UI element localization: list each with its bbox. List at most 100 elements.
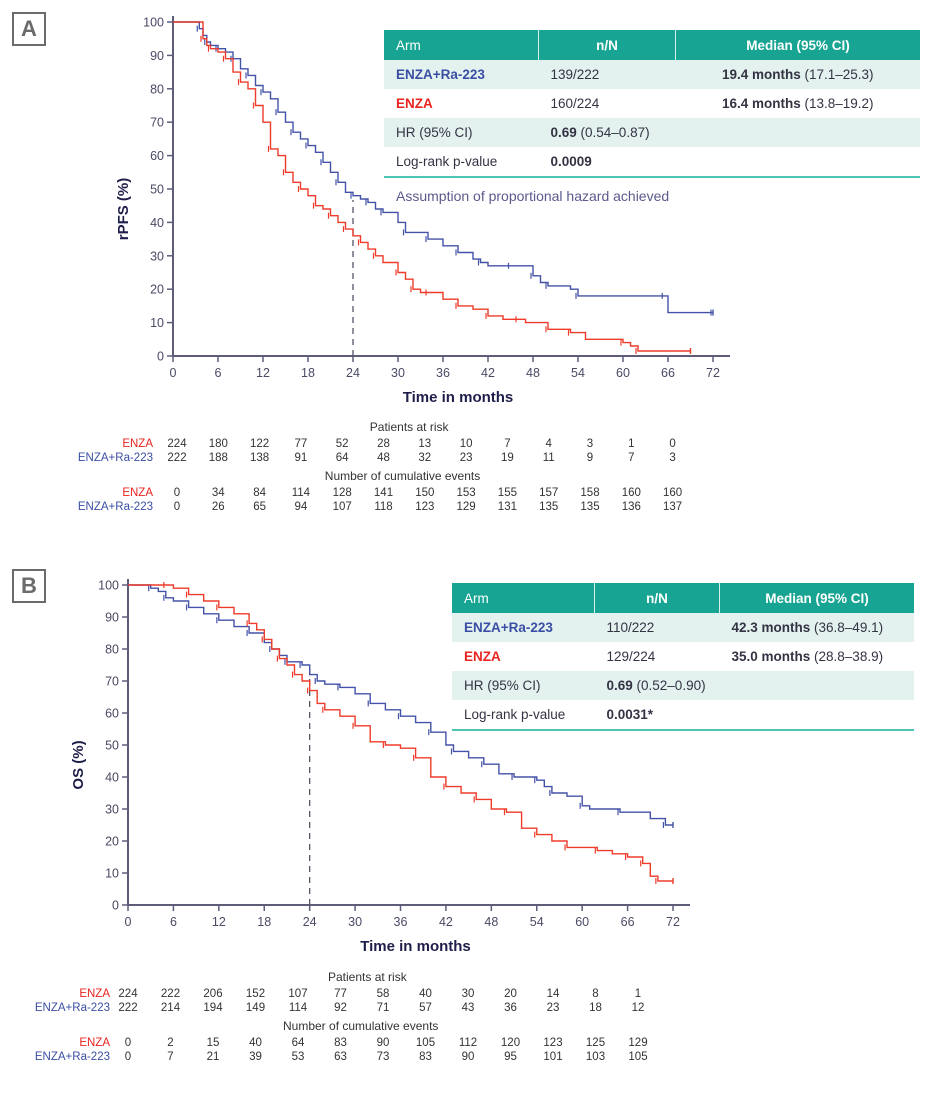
cumulative-events-value: 150 (415, 487, 435, 499)
at-risk-value: 57 (419, 1002, 432, 1014)
cumulative-events-value: 7 (167, 1051, 174, 1063)
median-value: 35.0 months (731, 649, 811, 664)
cumulative-events-value: 83 (334, 1037, 347, 1049)
x-tick-label: 72 (706, 366, 720, 380)
at-risk-value: 8 (592, 988, 599, 1000)
stats-row-pvalue: Log-rank p-value 0.0031* (452, 700, 914, 731)
hr-value: 0.69 (606, 678, 633, 693)
stats-row-enza-ra223: ENZA+Ra-223 110/222 42.3 months (36.8–49… (452, 613, 914, 642)
hr-value: 0.69 (550, 125, 577, 140)
x-tick-label: 30 (391, 366, 405, 380)
cumulative-events-value: 21 (206, 1051, 220, 1063)
y-tick-label: 60 (105, 707, 119, 721)
cumulative-events-value: 136 (621, 501, 641, 513)
y-tick-label: 40 (105, 771, 119, 785)
cumulative-events-value: 118 (374, 501, 393, 513)
panel-a: A 0 6 12 18 24 30 36 42 48 54 60 66 72 0 10 20 30 40 50 60 7… (0, 0, 940, 545)
at-risk-value: 152 (245, 988, 266, 1000)
x-tick-label: 60 (616, 366, 630, 380)
at-risk-value: 77 (334, 988, 347, 1000)
at-risk-value: 30 (461, 988, 475, 1000)
at-risk-value: 3 (586, 438, 594, 450)
at-risk-value: 77 (294, 438, 308, 450)
header-nN: n/N (538, 30, 676, 60)
km-curve-enza (173, 21, 691, 352)
stats-row-hr: HR (95% CI) 0.69 (0.54–0.87) (384, 118, 920, 147)
at-risk-value: 222 (160, 988, 181, 1000)
cumulative-events-value: 135 (539, 501, 559, 513)
x-tick-label: 48 (526, 366, 540, 380)
y-tick-label: 0 (157, 350, 164, 364)
x-tick-label: 0 (170, 366, 177, 380)
median-ci: (17.1–25.3) (800, 67, 874, 82)
header-arm: Arm (384, 30, 539, 60)
cumulative-events-value: 123 (415, 501, 435, 513)
header-median: Median (95% CI) (675, 30, 920, 60)
y-tick-label: 50 (150, 183, 164, 197)
cumulative-events-value: 105 (628, 1051, 648, 1063)
cumulative-events-value: 64 (291, 1037, 305, 1049)
stats-row-enza-ra223: ENZA+Ra-223 139/222 19.4 months (17.1–25… (384, 60, 920, 89)
at-risk-value: 1 (628, 438, 635, 450)
x-tick-label: 48 (484, 915, 498, 929)
at-risk-value: 71 (376, 1002, 390, 1014)
at-risk-value: 20 (504, 988, 517, 1000)
cumulative-events-value: 73 (376, 1051, 390, 1063)
cumulative-events-value: 155 (497, 487, 517, 499)
cumulative-events-value: 128 (332, 487, 352, 499)
n-over-N: 110/222 (594, 613, 720, 642)
x-tick-label: 60 (575, 915, 589, 929)
at-risk-value: 13 (418, 438, 432, 450)
x-tick-label: 6 (215, 366, 222, 380)
cumulative-events-value: 107 (332, 501, 352, 513)
y-tick-label: 90 (150, 49, 164, 63)
cumulative-events-value: 40 (249, 1037, 262, 1049)
patients-at-risk-title: Patients at risk (369, 420, 449, 434)
stats-table-b: Arm n/N Median (95% CI) ENZA+Ra-223 110/… (452, 583, 914, 731)
at-risk-value: 19 (500, 452, 514, 464)
at-risk-value: 7 (504, 438, 511, 450)
at-risk-value: 58 (376, 988, 390, 1000)
stats-row-enza: ENZA 160/224 16.4 months (13.8–19.2) (384, 89, 920, 118)
at-risk-value: 7 (628, 452, 635, 464)
x-tick-label: 30 (348, 915, 362, 929)
at-risk-value: 52 (335, 438, 349, 450)
stats-table-a: Arm n/N Median (95% CI) ENZA+Ra-223 139/… (384, 30, 920, 178)
x-tick-label: 54 (571, 366, 585, 380)
y-tick-label: 70 (150, 116, 164, 130)
cumulative-events-value: 135 (580, 501, 600, 513)
cumulative-events-value: 65 (253, 501, 266, 513)
hr-cell: 0.69 (0.54–0.87) (538, 118, 676, 147)
cumulative-events-value: 129 (628, 1037, 648, 1049)
cumulative-events-value: 131 (497, 501, 517, 513)
at-risk-value: 138 (250, 452, 270, 464)
cumulative-events-value: 120 (500, 1037, 521, 1049)
arm-label: ENZA+Ra-223 (384, 60, 539, 89)
panel-letter-b: B (12, 569, 46, 603)
risk-table-a: Patients at risk Number of cumulative eve… (0, 420, 940, 540)
at-risk-value: 32 (418, 452, 432, 464)
x-tick-label: 66 (621, 915, 635, 929)
x-axis-title: Time in months (360, 938, 471, 955)
km-curve-enza-ra223 (173, 21, 713, 314)
y-axis-title: OS (%) (70, 740, 87, 789)
x-tick-label: 12 (256, 366, 270, 380)
risk-row-label-enza: ENZA (122, 487, 153, 499)
at-risk-value: 43 (461, 1002, 475, 1014)
x-tick-label: 42 (439, 915, 453, 929)
hr-label: HR (95% CI) (384, 118, 539, 147)
cumulative-events-value: 112 (458, 1037, 478, 1049)
at-risk-value: 114 (288, 1002, 308, 1014)
at-risk-value: 23 (546, 1002, 560, 1014)
median-cell: 42.3 months (36.8–49.1) (719, 613, 914, 642)
risk-row-label-enza-ra223: ENZA+Ra-223 (34, 1002, 110, 1014)
median-value: 16.4 months (721, 96, 801, 111)
x-tick-label: 66 (661, 366, 675, 380)
cumulative-events-value: 94 (294, 501, 308, 513)
km-chart-rpfs: 0 6 12 18 24 30 36 42 48 54 60 66 72 0 10 20 30 40 50 60 70 8… (115, 16, 730, 406)
stats-row-pvalue: Log-rank p-value 0.0009 (384, 147, 920, 178)
x-axis-title: Time in months (403, 389, 514, 406)
y-tick-label: 80 (150, 82, 164, 96)
cumulative-events-value: 137 (663, 501, 683, 513)
patients-at-risk-title: Patients at risk (328, 970, 407, 984)
